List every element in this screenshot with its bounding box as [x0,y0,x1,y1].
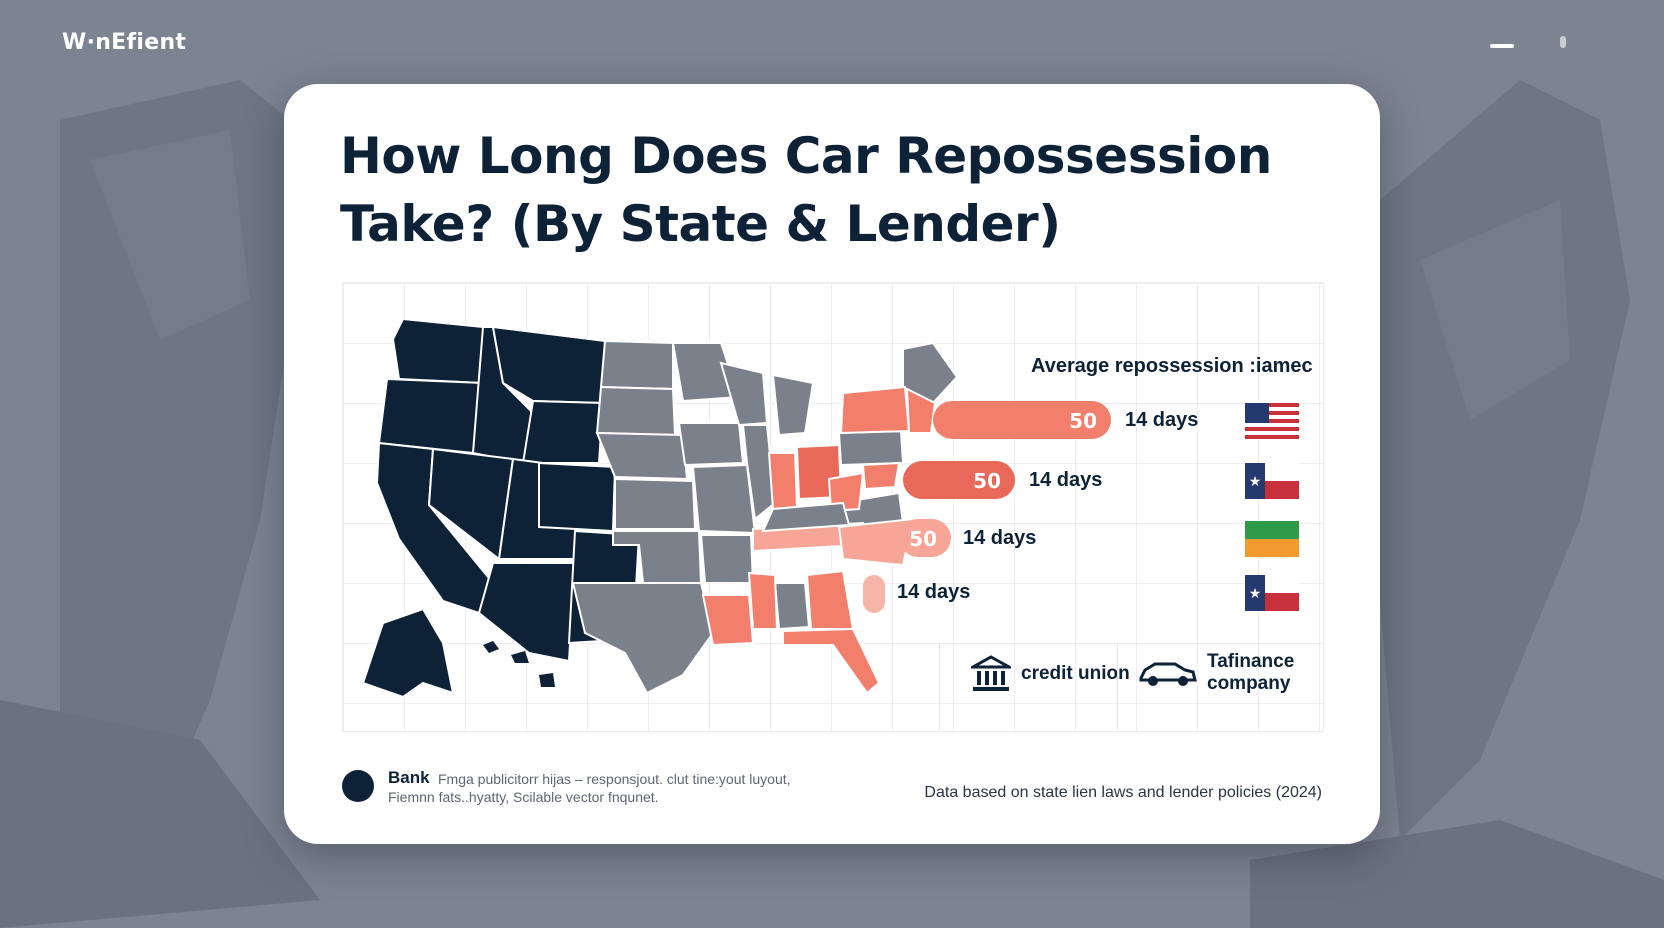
finance-company-label-line1: Tafinance [1207,651,1295,672]
state-florida [782,627,881,695]
legend-bar-2-value: 50 [973,469,1001,493]
state-west-virginia [827,471,865,513]
state-alaska [361,607,455,699]
separator [1117,643,1118,731]
legend-bar-3: 50 [899,519,951,557]
minimize-icon[interactable] [1490,44,1514,48]
bank-legend-dot [342,770,374,802]
us-flag-icon [1245,403,1299,439]
map-chart-area: Average repossession :iamec 50 14 days 5… [342,282,1324,732]
state-indiana [767,452,799,511]
state-arkansas [699,534,755,584]
state-oregon [377,377,485,455]
state-kansas [614,477,697,530]
bank-building-icon [971,655,1011,691]
state-texas [571,582,715,695]
footer-note-line2: Fiemnn fats..hyatty, Scilable vector fnq… [388,789,659,805]
legend-row-3-days: 14 days [963,527,1037,549]
page-title: How Long Does Car Repossession Take? (By… [340,127,1272,253]
state-pennsylvania [837,429,905,467]
credit-union-label: credit union [1021,663,1130,684]
finance-company-label-line2: company [1207,673,1291,694]
state-arizona [477,562,577,663]
state-maryland [861,461,901,491]
legend-title: Average repossession :iamec [1031,355,1313,377]
legend-bar-3-value: 50 [909,527,937,551]
data-source: Data based on state lien laws and lender… [924,784,1322,801]
handle-icon[interactable] [1560,36,1566,48]
car-icon [1139,662,1197,686]
state-mississippi [747,571,779,630]
state-north-dakota [599,339,674,391]
green-orange-flag-icon [1245,521,1299,557]
legend-row-4-days: 14 days [897,581,971,603]
state-iowa [677,422,745,467]
bank-legend-label: Bank [388,768,430,787]
infographic-card: How Long Does Car Repossession Take? (By… [284,84,1380,844]
legend-row-2-days: 14 days [1029,469,1103,491]
legend-bar-4 [863,575,885,613]
state-georgia [805,569,855,630]
texas-flag-icon: ★ [1245,463,1299,499]
state-wisconsin [719,361,769,427]
state-washington [391,317,484,385]
state-michigan [771,373,815,437]
state-wyoming [521,399,605,464]
state-carolinas [837,517,915,567]
state-louisiana [701,594,755,647]
state-colorado [538,461,617,533]
state-hawaii [483,641,555,687]
state-new-england [905,387,937,434]
legend-bar-1: 50 [933,401,1111,439]
state-south-dakota [595,385,677,437]
state-nebraska [595,431,689,481]
state-missouri [691,463,757,535]
us-map [361,317,959,699]
lender-credit-union: credit union [971,655,1130,693]
texas-flag-icon: ★ [1245,575,1299,611]
svg-text:★: ★ [1249,474,1262,490]
lender-finance-company: Tafinance company [1137,651,1294,695]
footer-note-line1: Fmga publicitorr hijas – responsjout. cl… [438,771,791,787]
legend-row-1-days: 14 days [1125,409,1199,431]
brand-logo: W·nEfient [62,30,187,55]
state-new-york [839,385,911,435]
separator [939,643,940,731]
state-alabama [773,582,811,631]
legend-bar-1-value: 50 [1069,409,1097,433]
svg-text:★: ★ [1249,586,1262,602]
legend-bar-2: 50 [903,461,1015,499]
state-illinois [741,424,777,521]
